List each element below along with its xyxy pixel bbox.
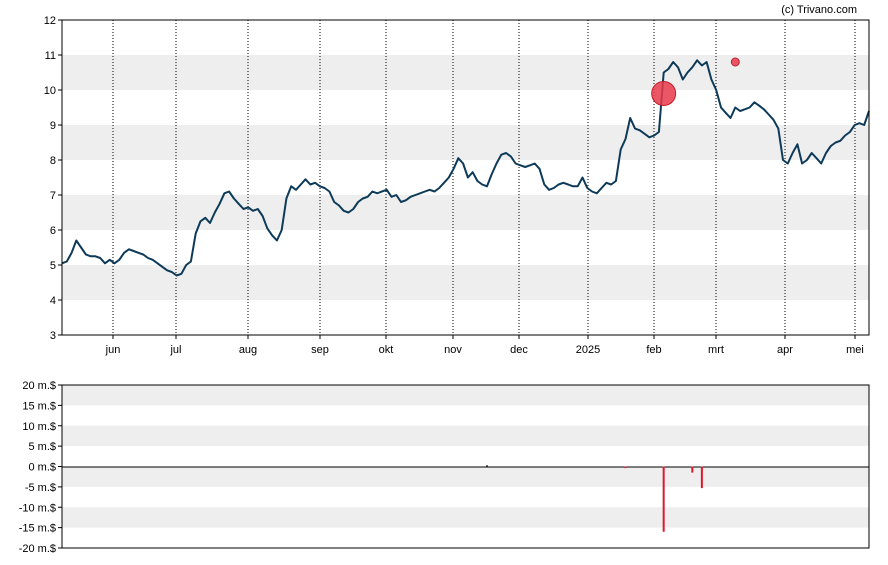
x-tick-label: feb (646, 344, 661, 356)
price-series-line (61, 59, 870, 277)
flow-band (62, 507, 869, 528)
flow-y-tick-label: 5 m.$ (28, 441, 56, 453)
y-tick-label: 10 (44, 85, 56, 97)
x-tick-label: mei (846, 344, 864, 356)
flow-y-tick-label: -5 m.$ (25, 482, 56, 494)
y-tick-label: 4 (50, 295, 56, 307)
x-tick-label: jul (169, 344, 181, 356)
flow-y-tick-label: 15 m.$ (22, 400, 56, 412)
flow-y-tick-label: -15 m.$ (19, 523, 56, 535)
price-frame (61, 19, 870, 336)
x-tick-label: aug (239, 344, 257, 356)
signal-marker (730, 57, 740, 67)
flow-panel: 20 m.$ 15 m.$ 10 m.$ 5 m.$ 0 m.$ -5 m.$ -10 m.… (19, 380, 870, 555)
price-band (62, 55, 869, 90)
flow-bands (62, 385, 869, 528)
price-panel: 3 4 5 6 7 8 9 10 11 12 jun jul aug sep okt nov dec 2025 f… (44, 15, 870, 356)
y-tick-label: 7 (50, 190, 56, 202)
y-tick-label: 5 (50, 260, 56, 272)
x-tick-label: dec (510, 344, 528, 356)
x-tick-label: mrt (708, 344, 724, 356)
x-tick-label: jun (105, 344, 121, 356)
price-band (62, 125, 869, 160)
price-markers (651, 57, 740, 106)
x-tick-label: okt (379, 344, 394, 356)
flow-y-tick-label: -20 m.$ (19, 543, 56, 555)
flow-band (62, 466, 869, 487)
price-band (62, 195, 869, 230)
signal-marker (651, 81, 677, 106)
credit-label: (c) Trivano.com (781, 4, 857, 16)
flow-y-tick-label: -10 m.$ (19, 502, 56, 514)
x-tick-label: apr (777, 344, 793, 356)
flow-band (62, 385, 869, 406)
y-tick-label: 6 (50, 225, 56, 237)
flow-y-axis: 20 m.$ 15 m.$ 10 m.$ 5 m.$ 0 m.$ -5 m.$ -10 m.… (19, 380, 62, 555)
price-y-axis: 3 4 5 6 7 8 9 10 11 12 (44, 15, 62, 342)
x-tick-label: nov (444, 344, 462, 356)
price-x-axis: jun jul aug sep okt nov dec 2025 feb mrt apr mei (105, 335, 864, 356)
flow-y-tick-label: 0 m.$ (28, 462, 56, 474)
y-tick-label: 12 (44, 15, 56, 27)
flow-y-tick-label: 20 m.$ (22, 380, 56, 392)
price-bands (62, 55, 869, 300)
flow-bars (485, 465, 703, 532)
price-line (61, 59, 870, 277)
x-tick-label: 2025 (576, 344, 600, 356)
flow-band (62, 425, 869, 447)
flow-y-tick-label: 10 m.$ (22, 421, 56, 433)
y-tick-label: 9 (50, 120, 56, 132)
x-tick-label: sep (311, 344, 329, 356)
price-band (62, 265, 869, 300)
y-tick-label: 11 (45, 50, 56, 62)
y-tick-label: 3 (50, 330, 56, 342)
y-tick-label: 8 (50, 155, 56, 167)
